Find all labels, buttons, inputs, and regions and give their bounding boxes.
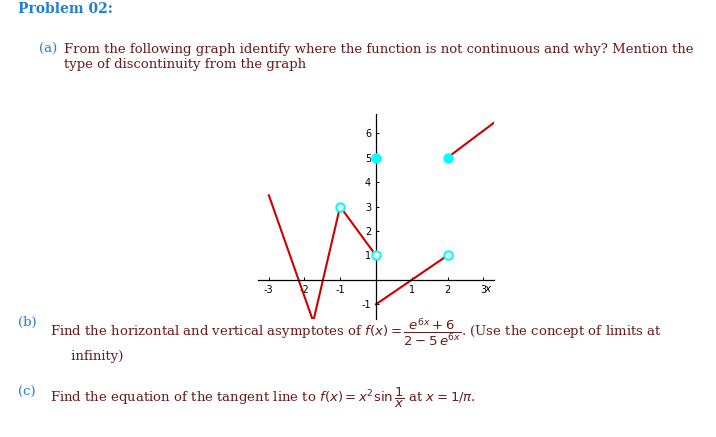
Text: Problem 02:: Problem 02:	[18, 2, 113, 16]
Text: From the following graph identify where the function is not continuous and why? : From the following graph identify where …	[64, 43, 694, 71]
Text: Find the equation of the tangent line to $f(x) = x^2 \sin\dfrac{1}{x}$ at $x = 1: Find the equation of the tangent line to…	[50, 385, 476, 410]
Text: (b): (b)	[18, 316, 37, 329]
Text: (c): (c)	[18, 385, 36, 399]
Text: (a): (a)	[39, 43, 57, 56]
Text: Find the horizontal and vertical asymptotes of $f(x) = \dfrac{e^{6x}+6}{2-5\,e^{: Find the horizontal and vertical asympto…	[50, 316, 662, 363]
Text: x: x	[484, 284, 490, 294]
